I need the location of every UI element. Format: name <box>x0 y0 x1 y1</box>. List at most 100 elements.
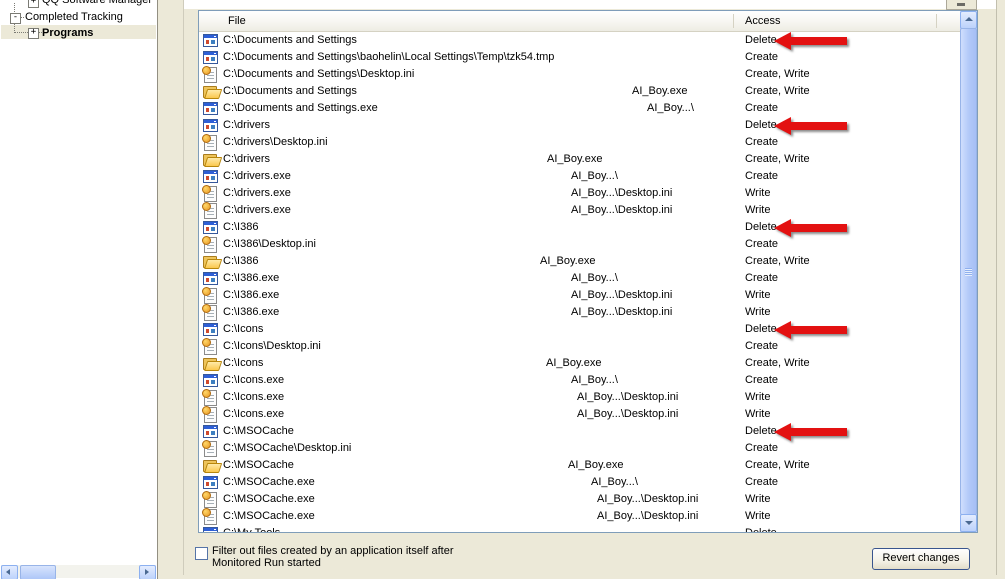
file-list-row[interactable]: C:\I386 AI_Boy.exe Create, Write <box>199 253 960 270</box>
expand-plus-icon[interactable]: + <box>28 28 39 39</box>
ini-settings-file-icon <box>202 236 217 253</box>
process-path: AI_Boy...\Desktop.ini <box>571 306 673 318</box>
open-folder-icon <box>203 358 223 371</box>
file-list-row[interactable]: C:\drivers\Desktop.ini Create <box>199 134 960 151</box>
file-list-row[interactable]: C:\I386.exe AI_Boy...\Desktop.ini Write <box>199 287 960 304</box>
file-list-row[interactable]: C:\MSOCache AI_Boy.exe Create, Write <box>199 457 960 474</box>
file-path: C:\drivers.exe <box>223 204 291 216</box>
column-header-access[interactable]: Access <box>745 15 781 27</box>
file-list-row[interactable]: C:\drivers AI_Boy.exe Create, Write <box>199 151 960 168</box>
file-list-row[interactable]: C:\Icons.exe AI_Boy...\Desktop.ini Write <box>199 389 960 406</box>
file-list-row[interactable]: C:\Icons.exe AI_Boy...\Desktop.ini Write <box>199 406 960 423</box>
filter-checkbox-label[interactable]: Monitored Run started <box>212 557 321 569</box>
access-value: Write <box>745 187 771 199</box>
file-list-row[interactable]: C:\drivers.exe AI_Boy...\Desktop.ini Write <box>199 185 960 202</box>
panel-border-right <box>996 0 997 575</box>
scroll-left-button[interactable] <box>1 565 18 579</box>
file-list-row[interactable]: C:\I386.exe AI_Boy...\Desktop.ini Write <box>199 304 960 321</box>
file-list-row[interactable]: C:\MSOCache.exe AI_Boy...\Desktop.ini Writ… <box>199 491 960 508</box>
file-list-row[interactable]: C:\Documents and Settings\baohelin\Local… <box>199 49 960 66</box>
access-value: Write <box>745 493 771 505</box>
file-list-row[interactable]: C:\MSOCache.exe AI_Boy...\Desktop.ini Writ… <box>199 508 960 525</box>
file-list-row[interactable]: C:\drivers.exe AI_Boy...\Desktop.ini Write <box>199 202 960 219</box>
file-path: C:\Documents and Settings <box>223 34 357 46</box>
file-list-row[interactable]: C:\MSOCache.exe AI_Boy...\ Create <box>199 474 960 491</box>
file-path: C:\I386 <box>223 221 259 233</box>
file-path: C:\MSOCache.exe <box>223 493 315 505</box>
file-list-row[interactable]: C:\Documents and Settings\Desktop.ini Cre… <box>199 66 960 83</box>
file-path: C:\MSOCache <box>223 425 294 437</box>
process-path: AI_Boy.exe <box>546 357 602 369</box>
process-path: AI_Boy...\Desktop.ini <box>597 510 699 522</box>
process-path: AI_Boy...\Desktop.ini <box>577 391 679 403</box>
file-list-row[interactable]: C:\drivers Delete <box>199 117 960 134</box>
filter-checkbox-label[interactable]: Filter out files created by an applicati… <box>212 545 454 557</box>
file-list-row[interactable]: C:\I386.exe AI_Boy...\ Create <box>199 270 960 287</box>
column-header-file[interactable]: File <box>228 15 246 27</box>
access-value: Create <box>745 102 779 114</box>
application-window-icon <box>203 527 218 532</box>
open-folder-icon <box>203 460 223 473</box>
file-list-row[interactable]: C:\I386\Desktop.ini Create <box>199 236 960 253</box>
file-path: C:\I386\Desktop.ini <box>223 238 316 250</box>
red-arrow-annotation <box>774 117 848 135</box>
scroll-right-button[interactable] <box>139 565 156 579</box>
file-path: C:\I386.exe <box>223 306 280 318</box>
column-separator[interactable] <box>733 14 734 28</box>
process-path: AI_Boy...\ <box>571 170 618 182</box>
file-list-row[interactable]: C:\Icons.exe AI_Boy...\ Create <box>199 372 960 389</box>
ini-settings-file-icon <box>202 66 217 83</box>
scroll-up-button[interactable] <box>960 11 977 29</box>
file-list-row[interactable]: C:\Icons AI_Boy.exe Create, Write <box>199 355 960 372</box>
application-window-icon <box>203 102 218 115</box>
tree-item-completed-tracking[interactable]: Completed Tracking <box>25 11 123 23</box>
thumb-grip <box>965 267 972 276</box>
process-path: AI_Boy...\ <box>647 102 694 114</box>
access-value: Write <box>745 306 771 318</box>
file-list-row[interactable]: C:\Documents and Settings.exe AI_Boy...\ C… <box>199 100 960 117</box>
process-path: AI_Boy...\Desktop.ini <box>577 408 679 420</box>
tree-connector-line <box>21 17 25 18</box>
access-value: Delete <box>745 323 777 335</box>
file-list-row[interactable]: C:\Documents and Settings AI_Boy.exe Creat… <box>199 83 960 100</box>
file-list-row[interactable]: C:\MSOCache Delete <box>199 423 960 440</box>
column-separator[interactable] <box>936 14 937 28</box>
file-list-row[interactable]: C:\My Tools Delete <box>199 525 960 532</box>
process-path: AI_Boy...\Desktop.ini <box>571 204 673 216</box>
scrollbar-thumb[interactable] <box>20 565 56 579</box>
file-list-row[interactable]: C:\drivers.exe AI_Boy...\ Create <box>199 168 960 185</box>
ini-settings-file-icon <box>202 202 217 219</box>
access-value: Create <box>745 442 779 454</box>
file-path: C:\I386.exe <box>223 272 280 284</box>
scrollbar-thumb[interactable] <box>960 28 977 515</box>
sidebar-horizontal-scrollbar[interactable] <box>1 565 156 579</box>
tree-connector-line <box>15 32 28 33</box>
expand-plus-icon[interactable]: + <box>28 0 39 8</box>
left-arrow-icon <box>6 569 10 575</box>
application-window-icon <box>203 34 218 47</box>
file-list-row[interactable]: C:\MSOCache\Desktop.ini Create <box>199 440 960 457</box>
red-arrow-annotation <box>774 321 848 339</box>
access-value: Delete <box>745 34 777 46</box>
clipped-scroll-up-button[interactable] <box>946 0 977 10</box>
list-vertical-scrollbar[interactable] <box>960 11 977 532</box>
file-path: C:\Documents and Settings\baohelin\Local… <box>223 51 555 63</box>
file-list-row[interactable]: C:\Icons\Desktop.ini Create <box>199 338 960 355</box>
tree-item-programs[interactable]: Programs <box>42 27 94 39</box>
tree-item-qq-software-manager[interactable]: QQ Software Manager <box>42 0 153 6</box>
process-path: AI_Boy...\Desktop.ini <box>571 289 673 301</box>
file-path: C:\My Tools <box>223 527 280 532</box>
revert-changes-button[interactable]: Revert changes <box>872 548 970 570</box>
process-path: AI_Boy...\ <box>571 374 618 386</box>
application-window-icon <box>203 323 218 336</box>
filter-checkbox[interactable] <box>195 547 208 560</box>
file-list-row[interactable]: C:\I386 Delete <box>199 219 960 236</box>
process-path: AI_Boy.exe <box>540 255 596 267</box>
file-list-row[interactable]: C:\Icons Delete <box>199 321 960 338</box>
collapse-minus-icon[interactable]: - <box>10 13 21 24</box>
scroll-down-button[interactable] <box>960 514 977 532</box>
file-list-row[interactable]: C:\Documents and Settings Delete <box>199 32 960 49</box>
file-path: C:\I386 <box>223 255 259 267</box>
file-path: C:\drivers.exe <box>223 187 291 199</box>
ini-settings-file-icon <box>202 134 217 151</box>
